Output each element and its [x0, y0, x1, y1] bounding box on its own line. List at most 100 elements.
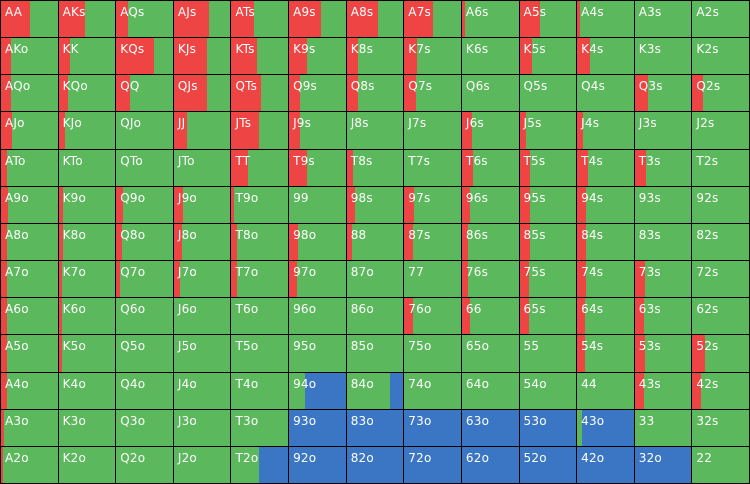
hand-cell[interactable]: K7s — [404, 38, 461, 75]
hand-cell[interactable]: 75s — [519, 261, 577, 298]
hand-cell[interactable]: Q6s — [461, 75, 519, 112]
hand-cell[interactable]: KJo — [58, 112, 116, 149]
hand-cell[interactable]: 74s — [577, 261, 634, 298]
hand-cell[interactable]: TT — [231, 149, 289, 186]
hand-cell[interactable]: 76s — [461, 261, 519, 298]
hand-cell[interactable]: AQs — [116, 1, 173, 38]
hand-cell[interactable]: 93s — [634, 186, 692, 223]
hand-cell[interactable]: K8s — [346, 38, 404, 75]
hand-cell[interactable]: A6s — [461, 1, 519, 38]
hand-cell[interactable]: 33 — [634, 409, 692, 446]
hand-cell[interactable]: K4s — [577, 38, 634, 75]
hand-cell[interactable]: A8s — [346, 1, 404, 38]
hand-cell[interactable]: A7o — [1, 261, 58, 298]
hand-cell[interactable]: J8s — [346, 112, 404, 149]
hand-cell[interactable]: 72s — [692, 261, 749, 298]
hand-cell[interactable]: J6o — [173, 298, 231, 335]
hand-cell[interactable]: AJo — [1, 112, 58, 149]
hand-cell[interactable]: AKs — [58, 1, 116, 38]
hand-cell[interactable]: T5s — [519, 149, 577, 186]
hand-cell[interactable]: Q2s — [692, 75, 749, 112]
hand-cell[interactable]: K5s — [519, 38, 577, 75]
hand-cell[interactable]: 98s — [346, 186, 404, 223]
hand-cell[interactable]: K9s — [289, 38, 346, 75]
hand-cell[interactable]: 76o — [404, 298, 461, 335]
hand-cell[interactable]: Q3o — [116, 409, 173, 446]
hand-cell[interactable]: JTo — [173, 149, 231, 186]
hand-cell[interactable]: Q2o — [116, 446, 173, 483]
hand-cell[interactable]: A7s — [404, 1, 461, 38]
hand-cell[interactable]: 94s — [577, 186, 634, 223]
hand-cell[interactable]: 32s — [692, 409, 749, 446]
hand-cell[interactable]: T6s — [461, 149, 519, 186]
hand-cell[interactable]: 42s — [692, 372, 749, 409]
hand-cell[interactable]: A6o — [1, 298, 58, 335]
hand-cell[interactable]: 75o — [404, 335, 461, 372]
hand-cell[interactable]: Q9o — [116, 186, 173, 223]
hand-cell[interactable]: A8o — [1, 223, 58, 261]
hand-cell[interactable]: A4s — [577, 1, 634, 38]
hand-cell[interactable]: K3o — [58, 409, 116, 446]
hand-cell[interactable]: 92o — [289, 446, 346, 483]
hand-cell[interactable]: 93o — [289, 409, 346, 446]
hand-cell[interactable]: 72o — [404, 446, 461, 483]
hand-cell[interactable]: 83s — [634, 223, 692, 261]
hand-cell[interactable]: 42o — [577, 446, 634, 483]
hand-cell[interactable]: 99 — [289, 186, 346, 223]
hand-cell[interactable]: K3s — [634, 38, 692, 75]
hand-cell[interactable]: 96s — [461, 186, 519, 223]
hand-cell[interactable]: AJs — [173, 1, 231, 38]
hand-cell[interactable]: Q3s — [634, 75, 692, 112]
hand-cell[interactable]: KQs — [116, 38, 173, 75]
hand-cell[interactable]: T9s — [289, 149, 346, 186]
hand-cell[interactable]: Q7s — [404, 75, 461, 112]
hand-cell[interactable]: J3s — [634, 112, 692, 149]
hand-cell[interactable]: K2s — [692, 38, 749, 75]
hand-cell[interactable]: QTo — [116, 149, 173, 186]
hand-cell[interactable]: 96o — [289, 298, 346, 335]
hand-cell[interactable]: J9s — [289, 112, 346, 149]
hand-cell[interactable]: AQo — [1, 75, 58, 112]
hand-cell[interactable]: JTs — [231, 112, 289, 149]
hand-cell[interactable]: 95o — [289, 335, 346, 372]
hand-cell[interactable]: T3o — [231, 409, 289, 446]
hand-cell[interactable]: T8s — [346, 149, 404, 186]
hand-cell[interactable]: A2s — [692, 1, 749, 38]
hand-cell[interactable]: T9o — [231, 186, 289, 223]
hand-cell[interactable]: T3s — [634, 149, 692, 186]
hand-cell[interactable]: 55 — [519, 335, 577, 372]
hand-cell[interactable]: 77 — [404, 261, 461, 298]
hand-cell[interactable]: 95s — [519, 186, 577, 223]
hand-cell[interactable]: 66 — [461, 298, 519, 335]
hand-cell[interactable]: T7o — [231, 261, 289, 298]
hand-cell[interactable]: J7s — [404, 112, 461, 149]
hand-cell[interactable]: 84o — [346, 372, 404, 409]
hand-cell[interactable]: 74o — [404, 372, 461, 409]
hand-cell[interactable]: A9o — [1, 186, 58, 223]
hand-cell[interactable]: A5o — [1, 335, 58, 372]
hand-cell[interactable]: 86o — [346, 298, 404, 335]
hand-cell[interactable]: 53s — [634, 335, 692, 372]
hand-cell[interactable]: 32o — [634, 446, 692, 483]
hand-cell[interactable]: J4s — [577, 112, 634, 149]
hand-cell[interactable]: 65o — [461, 335, 519, 372]
hand-cell[interactable]: 97s — [404, 186, 461, 223]
hand-cell[interactable]: J9o — [173, 186, 231, 223]
hand-cell[interactable]: 52s — [692, 335, 749, 372]
hand-cell[interactable]: ATs — [231, 1, 289, 38]
hand-cell[interactable]: KQo — [58, 75, 116, 112]
hand-cell[interactable]: 85o — [346, 335, 404, 372]
hand-cell[interactable]: AKo — [1, 38, 58, 75]
hand-cell[interactable]: 64s — [577, 298, 634, 335]
hand-cell[interactable]: 65s — [519, 298, 577, 335]
hand-cell[interactable]: J2o — [173, 446, 231, 483]
hand-cell[interactable]: K6o — [58, 298, 116, 335]
hand-cell[interactable]: QJs — [173, 75, 231, 112]
hand-cell[interactable]: K8o — [58, 223, 116, 261]
hand-cell[interactable]: KTo — [58, 149, 116, 186]
hand-cell[interactable]: A4o — [1, 372, 58, 409]
hand-cell[interactable]: T4o — [231, 372, 289, 409]
hand-cell[interactable]: J5s — [519, 112, 577, 149]
hand-cell[interactable]: 54o — [519, 372, 577, 409]
hand-cell[interactable]: 86s — [461, 223, 519, 261]
